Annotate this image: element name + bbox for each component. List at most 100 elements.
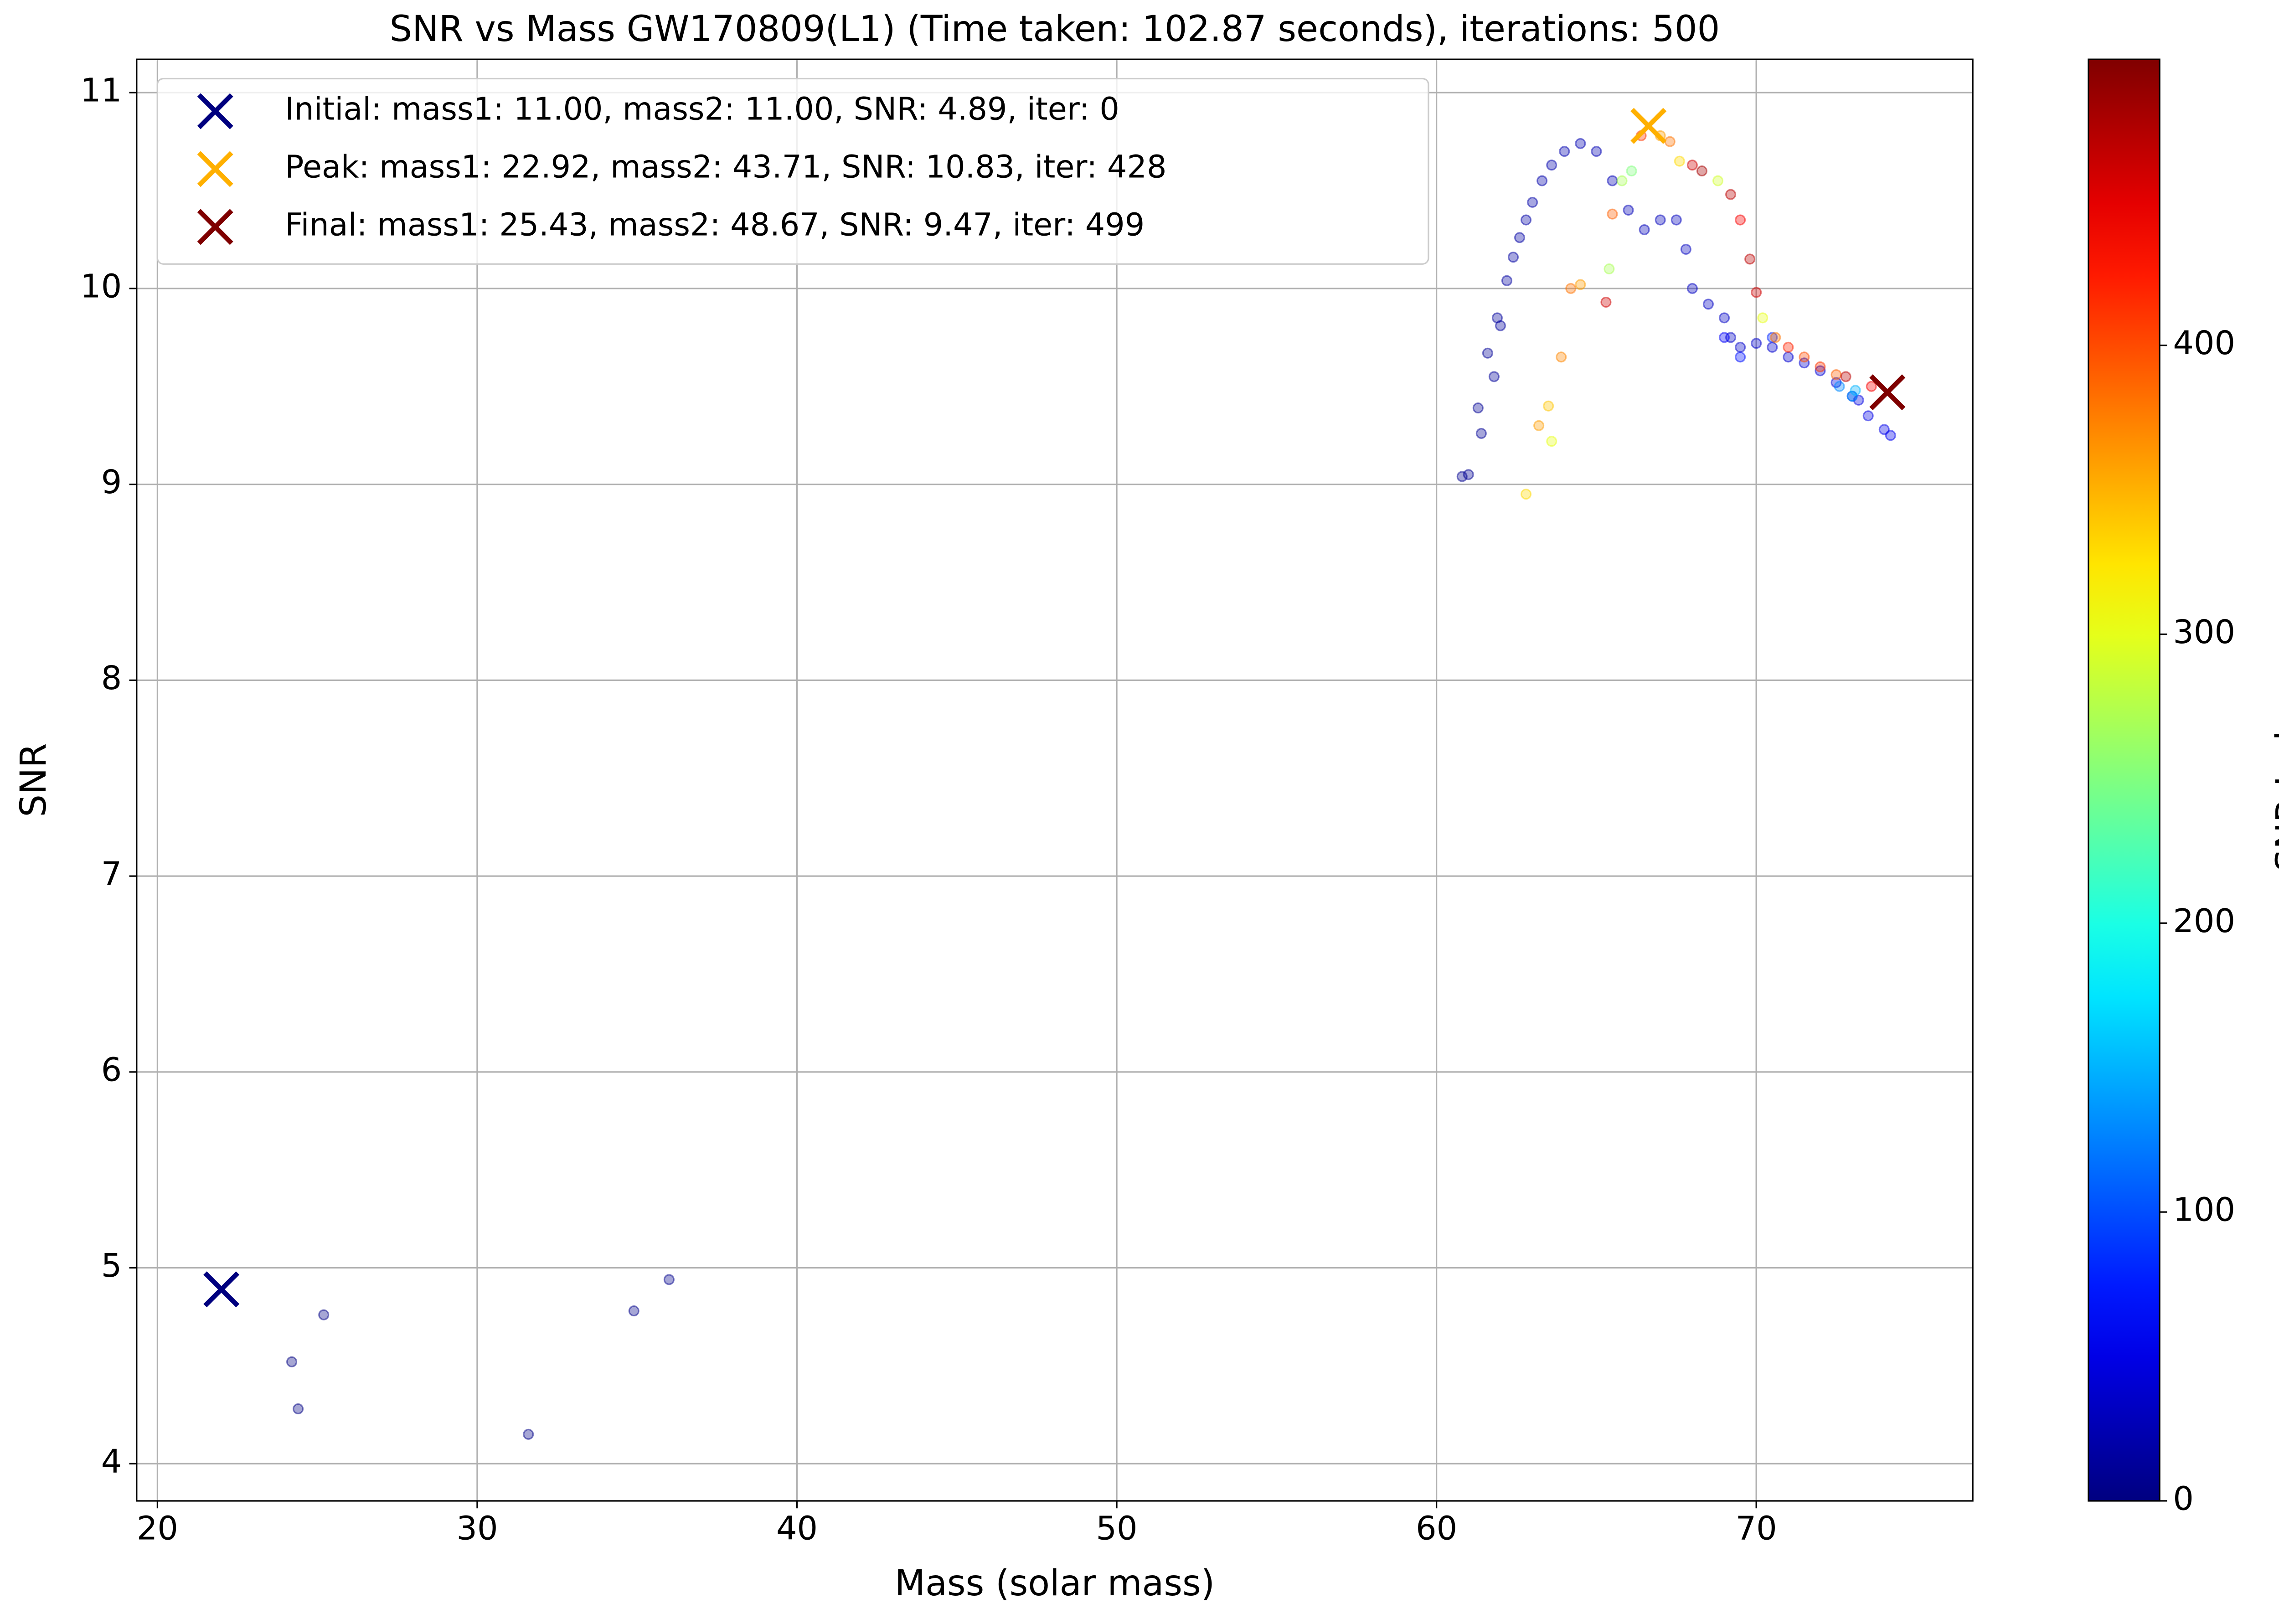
scatter-point (1751, 287, 1762, 298)
scatter-point (1604, 263, 1615, 274)
marker-x (203, 1271, 240, 1308)
colorbar-tick-label: 100 (2173, 1191, 2235, 1229)
scatter-point (293, 1403, 304, 1414)
y-tick-label: 9 (101, 463, 122, 501)
scatter-point (1626, 165, 1637, 177)
scatter-point (1664, 136, 1676, 147)
scatter-point (1680, 243, 1691, 255)
marker-x (1630, 108, 1667, 144)
y-tick-label: 6 (101, 1051, 122, 1088)
scatter-point (1783, 341, 1794, 353)
scatter-point (1686, 283, 1698, 294)
scatter-point (663, 1274, 675, 1285)
x-tick-label: 70 (1736, 1510, 1777, 1547)
scatter-point (1830, 369, 1842, 381)
colorbar-tick-label: 400 (2173, 324, 2235, 362)
legend-marker (197, 93, 233, 129)
scatter-point (1565, 283, 1577, 294)
scatter-point (1846, 391, 1858, 402)
scatter-point (1751, 338, 1762, 349)
scatter-point (1686, 160, 1698, 171)
scatter-point (1546, 436, 1557, 447)
scatter-point (1514, 232, 1526, 243)
scatter-point (1744, 253, 1756, 265)
scatter-point (1718, 332, 1730, 343)
scatter-point (1735, 351, 1746, 363)
scatter-point (286, 1356, 298, 1367)
scatter-point (1834, 381, 1845, 392)
x-tick-label: 30 (456, 1510, 498, 1547)
legend-marker (197, 209, 233, 245)
scatter-point (1600, 296, 1612, 308)
scatter-point (1507, 252, 1519, 263)
chart-title: SNR vs Mass GW170809(L1) (Time taken: 10… (390, 9, 1720, 50)
scatter-point (1702, 299, 1714, 310)
scatter-point (1655, 214, 1666, 226)
x-tick-label: 40 (776, 1510, 818, 1547)
legend-label: Peak: mass1: 22.92, mass2: 43.71, SNR: 1… (285, 149, 1166, 185)
scatter-point (1767, 332, 1778, 343)
scatter-point (1482, 347, 1493, 359)
scatter-point (1546, 160, 1557, 171)
scatter-point (1866, 381, 1877, 392)
scatter-point (1696, 165, 1707, 177)
scatter-point (1639, 224, 1650, 236)
scatter-point (1616, 175, 1628, 186)
scatter-point (1767, 341, 1778, 353)
scatter-point (1559, 146, 1570, 157)
y-tick-label: 10 (80, 267, 122, 305)
scatter-point (628, 1305, 639, 1317)
y-tick-label: 5 (101, 1247, 122, 1284)
x-tick-label: 60 (1416, 1510, 1457, 1547)
scatter-point (1527, 196, 1538, 208)
scatter-point (1575, 138, 1586, 149)
legend-marker (197, 151, 233, 187)
scatter-point (1543, 400, 1554, 412)
y-tick-label: 11 (80, 72, 122, 109)
scatter-point (1607, 175, 1618, 186)
scatter-point (1815, 361, 1826, 372)
scatter-point (1850, 385, 1861, 396)
scatter-point (1607, 208, 1618, 220)
scatter-point (1521, 489, 1532, 500)
colorbar-label: SNR Index (2269, 689, 2279, 872)
y-tick-label: 8 (101, 659, 122, 697)
x-axis-label: Mass (solar mass) (895, 1563, 1215, 1604)
colorbar-tick-label: 300 (2173, 613, 2235, 651)
marker-x (1869, 374, 1906, 411)
scatter-point (1674, 155, 1685, 167)
scatter-point (1591, 146, 1602, 157)
legend-box (156, 77, 1429, 265)
scatter-point (1799, 351, 1810, 363)
scatter-point (1885, 430, 1896, 441)
y-axis-label: SNR (13, 743, 54, 817)
scatter-point (523, 1428, 534, 1440)
scatter-point (1533, 420, 1545, 431)
scatter-point (1495, 320, 1506, 331)
scatter-point (1840, 371, 1851, 382)
scatter-point (1671, 214, 1682, 226)
scatter-point (318, 1309, 330, 1320)
colorbar-tick-label: 0 (2173, 1480, 2194, 1517)
scatter-point (1712, 175, 1724, 186)
scatter-point (1770, 332, 1781, 343)
scatter-point (1757, 312, 1769, 324)
colorbar-tick-label: 200 (2173, 902, 2235, 940)
scatter-point (1725, 189, 1737, 200)
scatter-point (1501, 275, 1512, 286)
scatter-point (1815, 365, 1826, 376)
scatter-point (1735, 214, 1746, 226)
scatter-point (1783, 351, 1794, 363)
scatter-point (1472, 402, 1484, 414)
legend-label: Initial: mass1: 11.00, mass2: 11.00, SNR… (285, 92, 1119, 128)
y-tick-label: 4 (101, 1443, 122, 1480)
scatter-point (1623, 205, 1634, 216)
scatter-point (1575, 279, 1586, 290)
scatter-point (1556, 351, 1567, 363)
scatter-point (1488, 371, 1500, 382)
x-tick-label: 50 (1096, 1510, 1138, 1547)
scatter-point (1463, 469, 1474, 480)
legend-label: Final: mass1: 25.43, mass2: 48.67, SNR: … (285, 207, 1145, 243)
colorbar (2088, 58, 2160, 1502)
